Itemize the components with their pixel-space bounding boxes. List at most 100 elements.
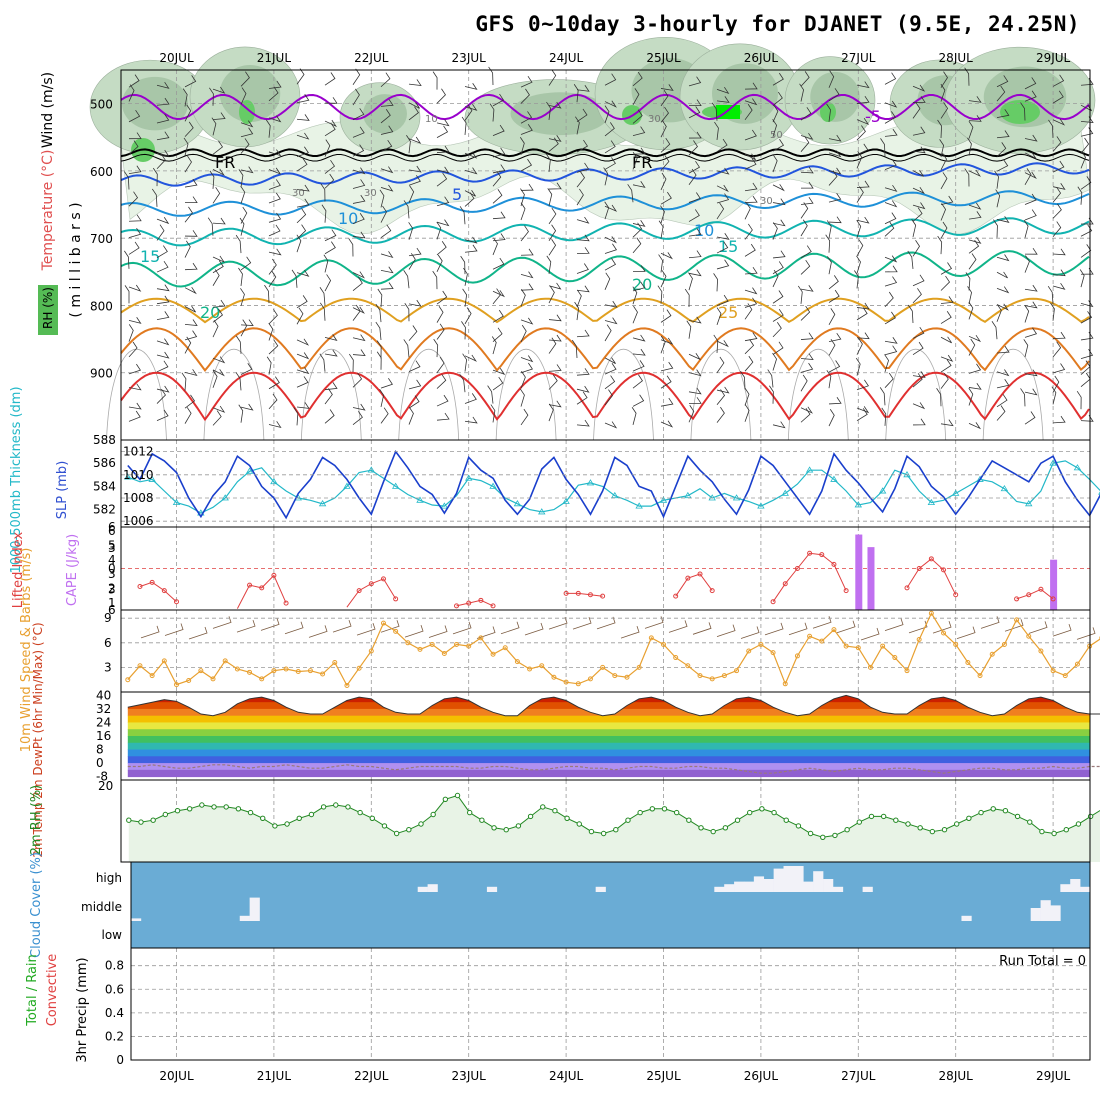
wind-barb [940, 195, 954, 205]
wind-barb [772, 261, 784, 275]
wind-barb [464, 307, 472, 325]
wind-barb [240, 288, 245, 306]
rh2m-point [333, 802, 339, 808]
wind-barb [744, 243, 756, 257]
contour-t-15 [120, 217, 1090, 247]
wind-barb [880, 138, 886, 157]
wind-barb [324, 274, 332, 292]
wind-barb [1052, 221, 1062, 237]
wind-barb [403, 339, 410, 358]
wind-barb [296, 402, 310, 409]
wind10-line [127, 612, 1100, 687]
thickness-point [830, 475, 838, 482]
wind-barb [716, 241, 729, 254]
wind-barb [212, 370, 218, 388]
wind-barb [324, 173, 335, 189]
wind10-point [965, 659, 971, 665]
thickness-point [903, 471, 911, 478]
wind-barb [238, 404, 244, 423]
wind-barb [744, 355, 754, 372]
rh2m-point [1039, 828, 1045, 835]
wind-barb [238, 169, 244, 188]
wind-barb [352, 88, 360, 106]
wind-barb [520, 111, 533, 124]
wind-barb [660, 252, 673, 260]
wind-barb [772, 290, 784, 304]
wind-barb [156, 131, 170, 141]
day-label-bottom: 28JUL [939, 1069, 974, 1083]
wind-barb [800, 219, 808, 237]
wind-barb [940, 71, 948, 88]
wind-barb [1052, 248, 1066, 256]
temp2m-tick: -8 [96, 770, 108, 784]
wind-barb [964, 168, 970, 187]
thickness-point [221, 494, 229, 501]
rh2m-point [138, 819, 144, 825]
wind-barb [296, 158, 308, 172]
temp2m-line [127, 694, 1100, 717]
wind10-point [1001, 641, 1007, 647]
thickness-tick: 582 [93, 503, 116, 517]
rh2m-point [832, 832, 838, 839]
contour-label: FR [215, 153, 235, 172]
wind-barb [1052, 331, 1066, 340]
thickness-point [732, 494, 741, 501]
lifted-point [697, 571, 703, 577]
rh2m-point [247, 809, 254, 816]
wind-barb [604, 73, 617, 86]
wind-barb [604, 363, 617, 375]
wind-barb [1020, 102, 1026, 121]
wind-barb [491, 336, 497, 355]
wind-barb [124, 250, 130, 269]
wind-barb [968, 239, 980, 254]
precip-tick: 0 [116, 1053, 124, 1067]
wind-barb [212, 410, 222, 426]
wind-barb [632, 394, 645, 407]
wind-barb [156, 284, 170, 292]
wind-barb [408, 79, 422, 86]
wind-barb [1024, 193, 1037, 205]
wind-barb [660, 84, 674, 91]
wind-barb [184, 196, 198, 203]
wind-barb [744, 339, 755, 355]
cloud-bar-high [793, 866, 804, 892]
wind-barb [436, 254, 443, 272]
wind-barb [464, 151, 478, 159]
wind-barb [548, 182, 562, 190]
rh2m-point [515, 823, 522, 829]
wind10-point [234, 666, 240, 672]
wind-barb [212, 217, 226, 225]
wind-barb [604, 375, 616, 390]
wind-barb [632, 109, 643, 124]
wind-barb [548, 69, 557, 86]
thickness-point [1000, 484, 1009, 492]
wind-barb [240, 256, 252, 271]
thickness-point [878, 487, 887, 494]
wind10-point [490, 651, 496, 657]
wind-barb [207, 217, 214, 236]
wind-barb [548, 400, 562, 408]
wind-barb [856, 239, 864, 257]
rh2m-point [954, 821, 960, 827]
wind-barb [156, 217, 170, 225]
wind-barb [772, 250, 786, 259]
rh-contour [398, 348, 460, 441]
wind-barb [432, 71, 438, 90]
wind-barb [436, 412, 450, 421]
wind-barb [604, 317, 618, 325]
wind-barb [492, 290, 506, 298]
wind-barb [797, 285, 803, 304]
wind-barb [296, 132, 310, 140]
panel-frames [120, 69, 1091, 1061]
wind-barb [799, 83, 804, 102]
wind-barb [268, 115, 282, 123]
wind-barb [1052, 415, 1066, 424]
temp-band [127, 763, 1090, 771]
wind10-point [551, 674, 557, 680]
wind-barb [856, 379, 869, 391]
lifted-point [563, 590, 569, 596]
wind-barb [268, 322, 274, 341]
wind-barb [492, 376, 504, 391]
day-label-top: 21JUL [257, 51, 292, 65]
wind-barb [772, 219, 786, 227]
